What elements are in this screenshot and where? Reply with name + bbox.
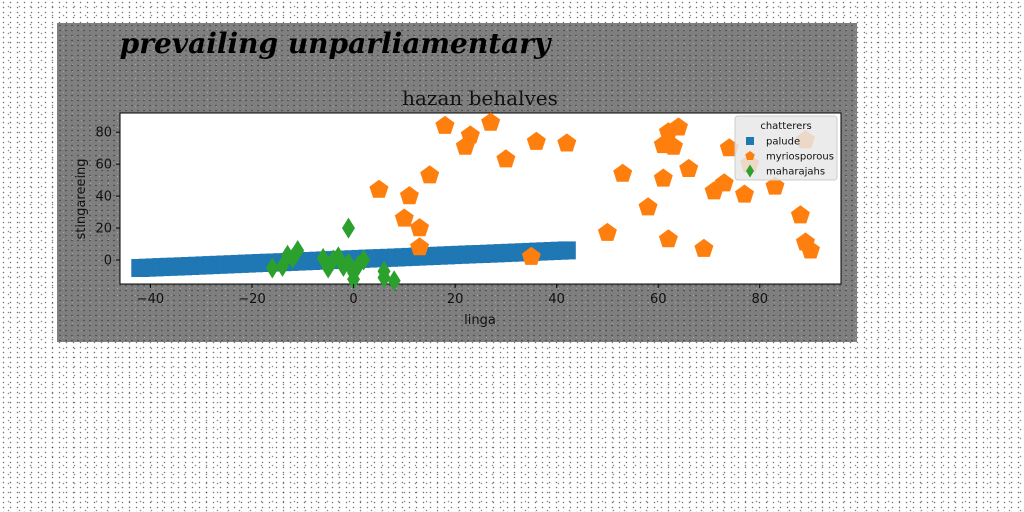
maharajahs-point	[291, 239, 305, 261]
maharajahs-point	[377, 267, 391, 289]
myriosporous-point	[399, 186, 419, 205]
myriosporous-point	[481, 112, 501, 131]
legend: chatterers palude myriosporous maharajahs	[734, 115, 838, 181]
myriosporous-point	[663, 136, 683, 155]
legend-label-palude: palude	[766, 137, 800, 148]
x-tick-label: 20	[447, 292, 464, 307]
myriosporous-point	[597, 222, 617, 241]
myriosporous-point	[435, 115, 455, 134]
data-marks	[131, 112, 820, 292]
legend-label-maharajahs: maharajahs	[766, 167, 825, 178]
x-tick-label: 40	[548, 292, 565, 307]
y-tick-label: 0	[104, 254, 112, 269]
y-tick-label: 40	[95, 190, 112, 205]
myriosporous-point	[420, 165, 440, 184]
myriosporous-point	[460, 125, 480, 144]
myriosporous-point	[653, 168, 673, 187]
y-tick-label: 20	[95, 222, 112, 237]
maharajahs-point	[357, 249, 371, 271]
scatter-chart: prevailing unparliamentary hazan behalve…	[74, 27, 842, 328]
myriosporous-point	[735, 184, 754, 203]
myriosporous-point	[638, 197, 658, 216]
palude-point	[557, 241, 576, 260]
x-tick-label: 0	[349, 292, 357, 307]
maharajahs-point	[387, 270, 401, 292]
myriosporous-point	[658, 229, 678, 248]
maharajahs-point	[265, 257, 279, 279]
figure: prevailing unparliamentary hazan behalve…	[57, 23, 857, 342]
chart-title: hazan behalves	[402, 86, 558, 110]
myriosporous-point	[369, 179, 389, 198]
myriosporous-point	[790, 205, 810, 224]
series-myriosporous	[369, 112, 820, 265]
legend-label-myriosporous: myriosporous	[766, 152, 834, 163]
myriosporous-point	[694, 238, 714, 257]
x-axis-label: linga	[464, 313, 496, 328]
myriosporous-point	[719, 138, 739, 157]
myriosporous-point	[521, 246, 541, 265]
chart-suptitle: prevailing unparliamentary	[120, 27, 552, 60]
y-axis: 0 20 40 60 80	[95, 126, 120, 269]
myriosporous-point	[679, 158, 699, 177]
legend-items: palude myriosporous maharajahs	[745, 137, 834, 178]
maharajahs-point	[341, 217, 355, 239]
y-tick-label: 60	[95, 158, 112, 173]
x-tick-label: −20	[238, 292, 265, 307]
x-tick-label: −40	[137, 292, 164, 307]
x-tick-label: 80	[751, 292, 768, 307]
legend-box	[734, 115, 838, 181]
x-axis: −40 −20 0 20 40 60 80	[137, 284, 768, 307]
myriosporous-point	[496, 149, 516, 168]
myriosporous-point	[613, 163, 633, 182]
myriosporous-point	[557, 133, 577, 152]
myriosporous-point	[526, 131, 546, 150]
y-tick-label: 80	[95, 126, 112, 141]
myriosporous-point	[765, 176, 785, 195]
maharajahs-point	[347, 268, 361, 290]
myriosporous-point	[394, 208, 414, 227]
myriosporous-point	[410, 218, 430, 237]
maharajahs-point	[331, 246, 345, 268]
x-tick-label: 60	[650, 292, 667, 307]
maharajahs-point	[321, 257, 335, 279]
myriosporous-point	[801, 240, 820, 259]
legend-marker-palude	[746, 137, 754, 145]
myriosporous-point	[714, 173, 734, 192]
legend-marker-myriosporous	[745, 151, 755, 160]
myriosporous-point	[410, 237, 430, 256]
series-maharajahs	[265, 217, 401, 292]
y-axis-label: stingareeing	[74, 158, 89, 239]
legend-marker-maharajahs	[746, 164, 754, 178]
legend-title: chatterers	[760, 121, 811, 132]
myriosporous-point	[669, 117, 688, 136]
maharajahs-point	[275, 255, 289, 277]
